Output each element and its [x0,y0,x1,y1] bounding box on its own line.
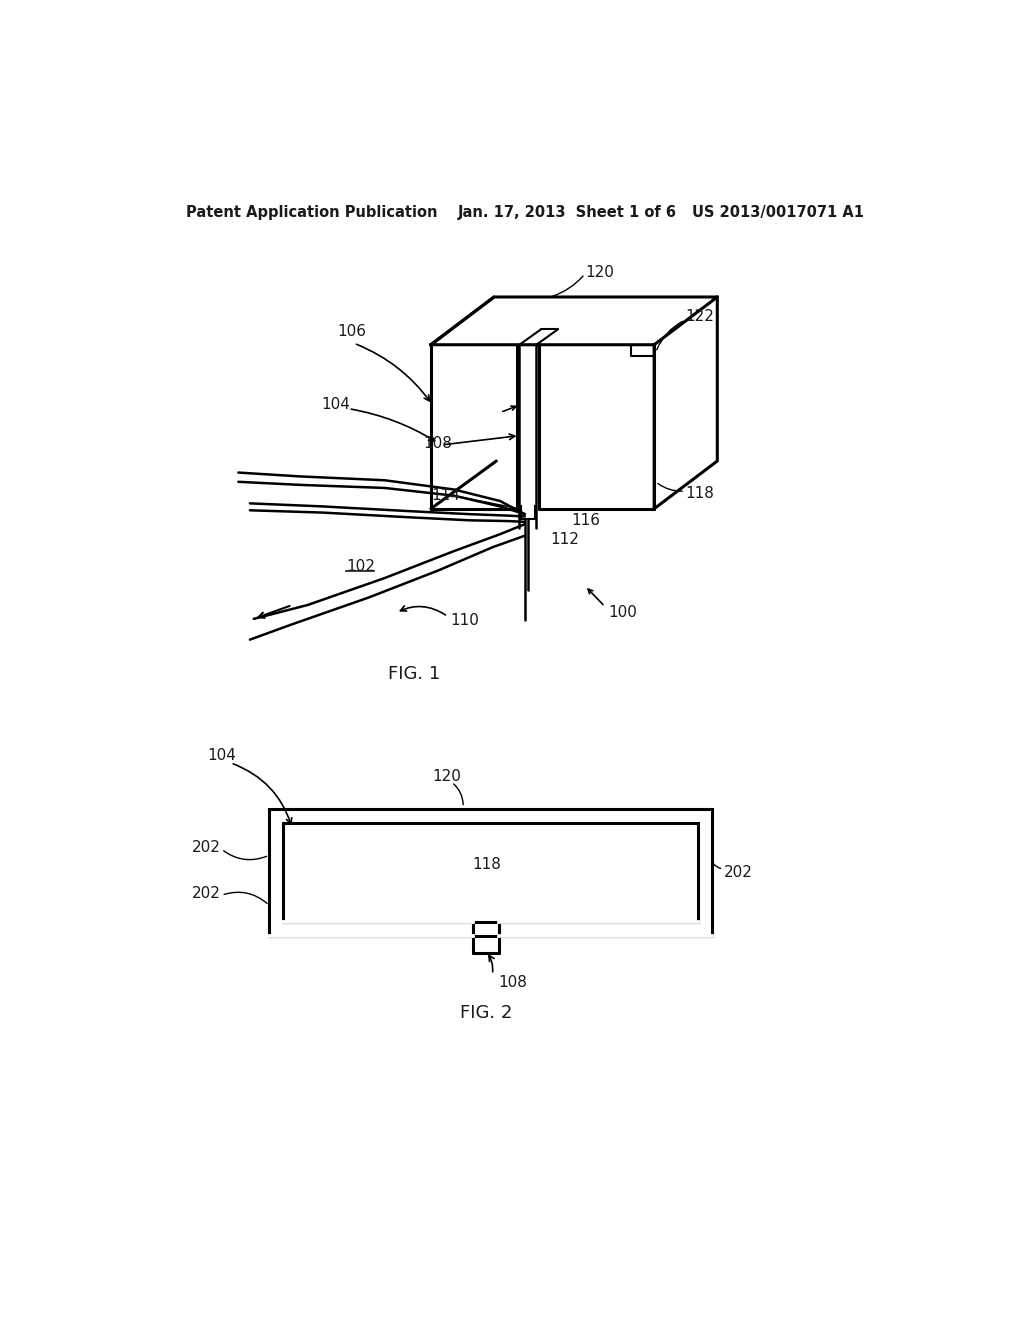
Text: Patent Application Publication: Patent Application Publication [186,205,437,219]
Text: 202: 202 [724,865,753,880]
Text: 118: 118 [685,486,714,500]
Text: 202: 202 [193,886,221,902]
Text: 112: 112 [550,532,580,546]
Text: 110: 110 [451,612,479,628]
Text: 106: 106 [337,325,366,339]
Text: 116: 116 [571,512,600,528]
Text: 114: 114 [431,488,460,503]
Text: 102: 102 [346,558,375,574]
Text: Jan. 17, 2013  Sheet 1 of 6: Jan. 17, 2013 Sheet 1 of 6 [458,205,677,219]
Text: 104: 104 [208,747,237,763]
Bar [283,822,698,923]
Text: US 2013/0017071 A1: US 2013/0017071 A1 [691,205,863,219]
Text: 202: 202 [193,840,221,855]
Text: FIG. 1: FIG. 1 [388,665,440,684]
Text: 120: 120 [585,265,613,280]
Text: 122: 122 [685,309,714,323]
Text: 120: 120 [432,770,461,784]
Text: FIG. 2: FIG. 2 [460,1005,512,1022]
Text: 108: 108 [423,436,452,451]
Bar [269,809,712,936]
Text: 104: 104 [322,397,350,412]
Text: 100: 100 [608,605,637,620]
Text: 108: 108 [498,974,526,990]
Text: 118: 118 [472,858,501,873]
